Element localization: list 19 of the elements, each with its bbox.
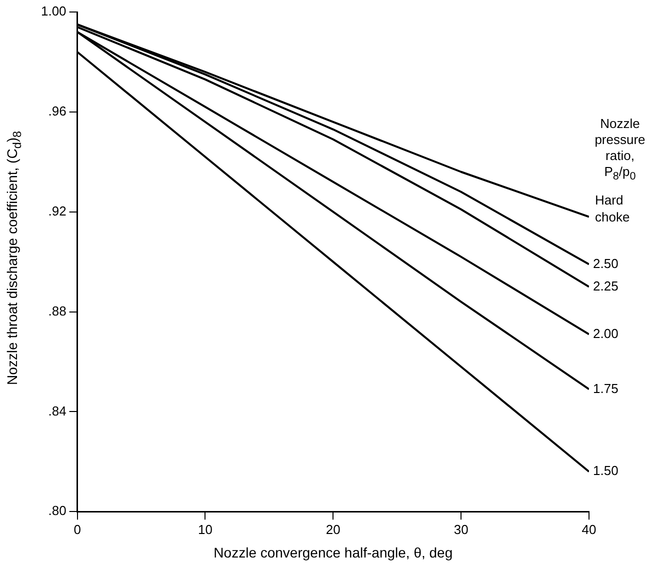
series-label: 2.25 (593, 278, 618, 294)
y-tick-label: .84 (48, 403, 66, 418)
y-tick-label: .80 (48, 503, 66, 518)
y-tick-label: 1.00 (40, 4, 66, 19)
x-tick-label: 0 (74, 522, 81, 537)
series-label: 2.00 (593, 326, 618, 341)
x-tick-label: 30 (454, 522, 468, 537)
series-label: Hard choke (595, 192, 630, 224)
y-tick-label: .92 (48, 203, 66, 218)
series-label: 2.50 (593, 256, 618, 271)
y-tick-label: .96 (48, 104, 66, 118)
x-tick-label: 40 (582, 522, 596, 537)
x-tick-label: 10 (198, 522, 212, 537)
y-tick-label: .88 (48, 303, 66, 318)
x-axis-title: Nozzle convergence half-angle, θ, deg (214, 544, 453, 560)
series-label: 1.50 (593, 463, 618, 478)
series-label: 1.75 (593, 380, 618, 396)
legend-title: Nozzle pressure ratio, P$_{8}$/p$_{0}$ (594, 116, 646, 185)
x-tick-label: 20 (326, 522, 340, 537)
